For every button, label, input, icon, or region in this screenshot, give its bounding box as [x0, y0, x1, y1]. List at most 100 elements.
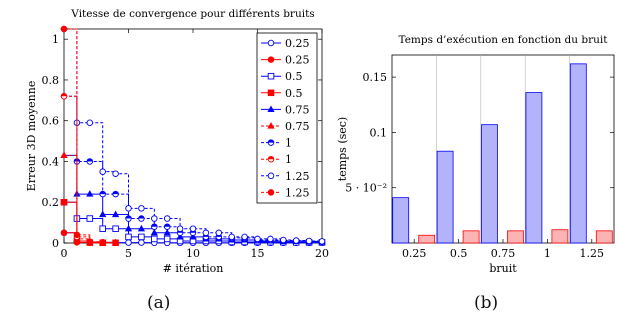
- legend-marker: [267, 56, 275, 63]
- legend-entry: 0.25: [261, 54, 310, 67]
- data-point: [86, 238, 94, 246]
- y-tick-label: 0.4: [42, 155, 60, 168]
- data-point: [318, 238, 326, 245]
- data-point: [99, 239, 106, 246]
- data-point: [73, 231, 81, 239]
- data-point: [60, 25, 68, 33]
- data-point-half: [138, 215, 145, 219]
- legend-entry: 0.5: [261, 70, 303, 83]
- chart-title: Temps d’exécution en fonction du bruit: [399, 34, 609, 46]
- legend-marker: [267, 89, 275, 97]
- y-tick-label: 0.15: [363, 71, 388, 84]
- legend-label: 1: [285, 137, 292, 150]
- bar-red: [595, 230, 613, 244]
- data-point: [305, 237, 313, 245]
- series-line: [64, 95, 323, 242]
- x-tick-label: 10: [186, 247, 200, 260]
- legend-entry: 1: [261, 153, 292, 166]
- legend-label: 0.5: [285, 87, 303, 100]
- bar-blue: [481, 124, 498, 244]
- legend-label: 0.75: [285, 103, 310, 116]
- data-point: [176, 225, 184, 232]
- data-point: [124, 224, 133, 232]
- data-point: [138, 205, 145, 212]
- y-tick-label: 0.8: [42, 74, 60, 87]
- legend-marker: [267, 172, 275, 180]
- data-point-half: [125, 215, 132, 219]
- x-tick-label: 0.25: [402, 247, 427, 260]
- legend-entry: 0.25: [261, 37, 310, 50]
- data-point: [99, 210, 107, 218]
- data-point: [163, 235, 171, 243]
- legend-entry: 1.25: [261, 186, 310, 199]
- data-point: [125, 233, 132, 241]
- x-tick-label: 1.25: [580, 247, 605, 260]
- bar-red: [418, 234, 436, 244]
- runtime-bar-chart: Temps d’exécution en fonction du bruit 5 …: [336, 34, 615, 275]
- y-tick-label: 0: [52, 237, 59, 250]
- data-point: [280, 236, 287, 244]
- data-point: [112, 239, 119, 246]
- data-point: [125, 205, 132, 212]
- series-line: [64, 154, 116, 244]
- data-point: [228, 233, 235, 241]
- y-tick-label: 0.2: [42, 196, 60, 209]
- data-point: [112, 225, 119, 232]
- x-tick-label: 0.75: [491, 247, 516, 260]
- x-tick-label: 1: [544, 247, 551, 260]
- legend-label: 0.5: [285, 70, 303, 83]
- x-axis-label: bruit: [489, 262, 517, 275]
- data-point: [86, 119, 94, 127]
- legend-label: 0.25: [285, 54, 310, 67]
- data-point: [176, 232, 184, 240]
- y-tick-label: 1: [52, 33, 59, 46]
- data-point: [254, 235, 261, 243]
- y-tick-label: 0.6: [42, 115, 60, 128]
- series-line: [64, 28, 117, 243]
- bar-blue: [569, 63, 587, 244]
- legend-marker: [267, 72, 275, 80]
- data-point: [111, 210, 120, 218]
- data-point: [86, 190, 94, 197]
- data-point-half: [112, 191, 119, 195]
- series-1-25-blue: [60, 25, 326, 245]
- bar-blue: [392, 197, 410, 244]
- x-tick-label: 0: [61, 247, 68, 260]
- bar-blue: [525, 92, 543, 244]
- data-point: [137, 224, 146, 232]
- data-point: [99, 168, 106, 175]
- data-point-half: [87, 158, 93, 162]
- series-0-75-red: [60, 151, 120, 246]
- legend: 0.25 0.25 0.5 0.5 0.75 0.75 1 1 1.25 1.25: [256, 32, 318, 204]
- legend-entry: 1.25: [261, 170, 310, 183]
- data-point: [112, 170, 119, 177]
- data-point: [215, 229, 223, 237]
- bar-red: [551, 229, 569, 244]
- legend-label: 0.25: [285, 37, 310, 50]
- legend-marker: [267, 39, 275, 47]
- data-point: [151, 235, 158, 243]
- data-point: [150, 228, 158, 236]
- data-point: [189, 232, 197, 240]
- data-point: [202, 229, 210, 237]
- data-point: [99, 225, 106, 232]
- legend-entry: 0.75: [261, 103, 310, 116]
- data-point: [86, 215, 94, 222]
- data-point-half: [164, 223, 170, 227]
- data-point-half: [61, 93, 67, 97]
- y-axis-label: Erreur 3D moyenne: [25, 81, 38, 192]
- legend-label: 1: [285, 153, 292, 166]
- data-point: [163, 215, 171, 222]
- series-1-25-red: [60, 25, 119, 246]
- legend-marker-half: [268, 139, 274, 143]
- legend-marker: [267, 105, 275, 112]
- data-point: [151, 215, 158, 222]
- bar-red: [507, 230, 524, 244]
- data-point-half: [151, 223, 158, 227]
- legend-entry: 0.75: [261, 120, 310, 133]
- legend-marker-half: [268, 156, 274, 160]
- y-tick-label: 0.1: [370, 126, 388, 139]
- chart-title: Vitesse de convergence pour différents b…: [70, 8, 314, 20]
- convergence-chart: Vitesse de convergence pour différents b…: [25, 8, 329, 275]
